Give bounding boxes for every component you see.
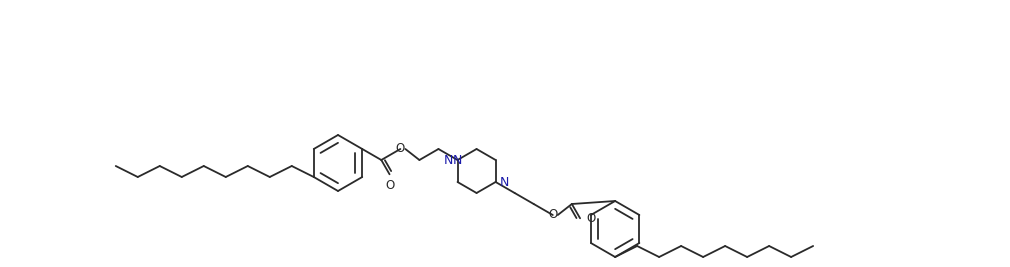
Text: O: O [586,212,595,225]
Text: N: N [500,175,509,189]
Text: O: O [385,179,394,192]
Text: O: O [396,143,405,155]
Text: N: N [444,154,453,167]
Text: O: O [548,209,558,222]
Text: N: N [452,154,463,167]
